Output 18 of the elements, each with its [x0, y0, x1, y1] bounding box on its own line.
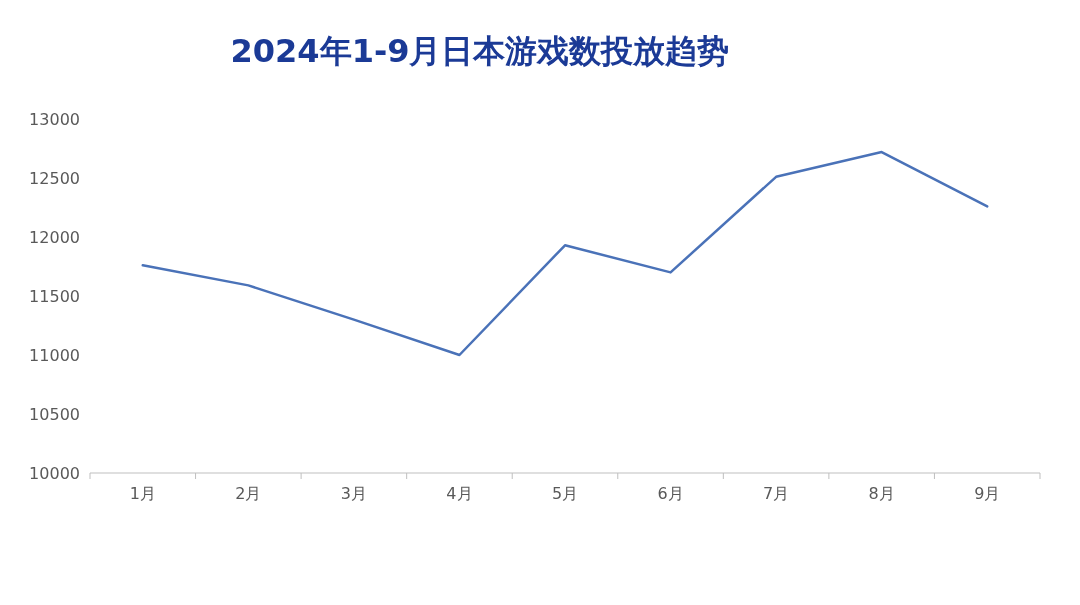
y-tick-label: 10500 [29, 405, 80, 424]
y-tick-label: 12000 [29, 228, 80, 247]
y-tick-label: 11500 [29, 287, 80, 306]
x-tick-label: 2月 [235, 484, 262, 503]
y-tick-label: 13000 [29, 110, 80, 129]
y-tick-label: 10000 [29, 464, 80, 483]
x-tick-label: 6月 [657, 484, 684, 503]
x-tick-label: 3月 [340, 484, 367, 503]
y-tick-label: 12500 [29, 169, 80, 188]
line-series [141, 150, 989, 357]
x-tick-label: 8月 [868, 484, 895, 503]
x-tick-label: 9月 [974, 484, 1001, 503]
x-tick-label: 5月 [551, 484, 579, 503]
chart-title: 2024年1-9月日本游戏数投放趋势 [230, 32, 730, 70]
x-tick-label: 1月 [129, 484, 156, 503]
x-tick-label: 7月 [763, 484, 790, 503]
x-tick-label: 4月 [446, 484, 473, 503]
y-tick-label: 11000 [29, 346, 80, 365]
